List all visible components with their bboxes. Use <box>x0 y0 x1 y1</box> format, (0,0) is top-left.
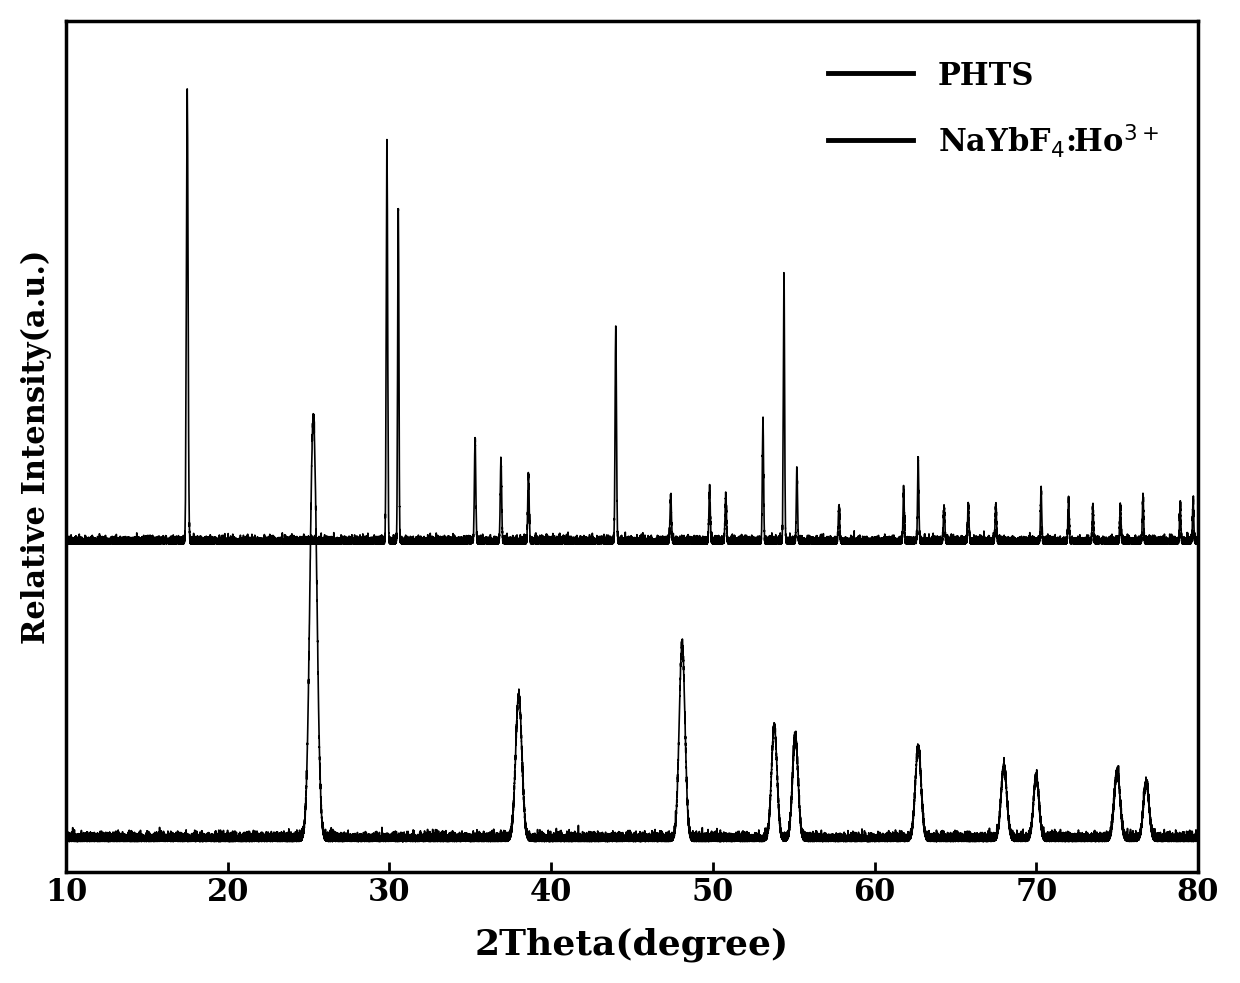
X-axis label: 2Theta(degree): 2Theta(degree) <box>475 928 789 962</box>
Y-axis label: Relative Intensity(a.u.): Relative Intensity(a.u.) <box>21 250 52 644</box>
Legend: PHTS, NaYbF$_4$:Ho$^{3+}$: PHTS, NaYbF$_4$:Ho$^{3+}$ <box>804 36 1183 184</box>
